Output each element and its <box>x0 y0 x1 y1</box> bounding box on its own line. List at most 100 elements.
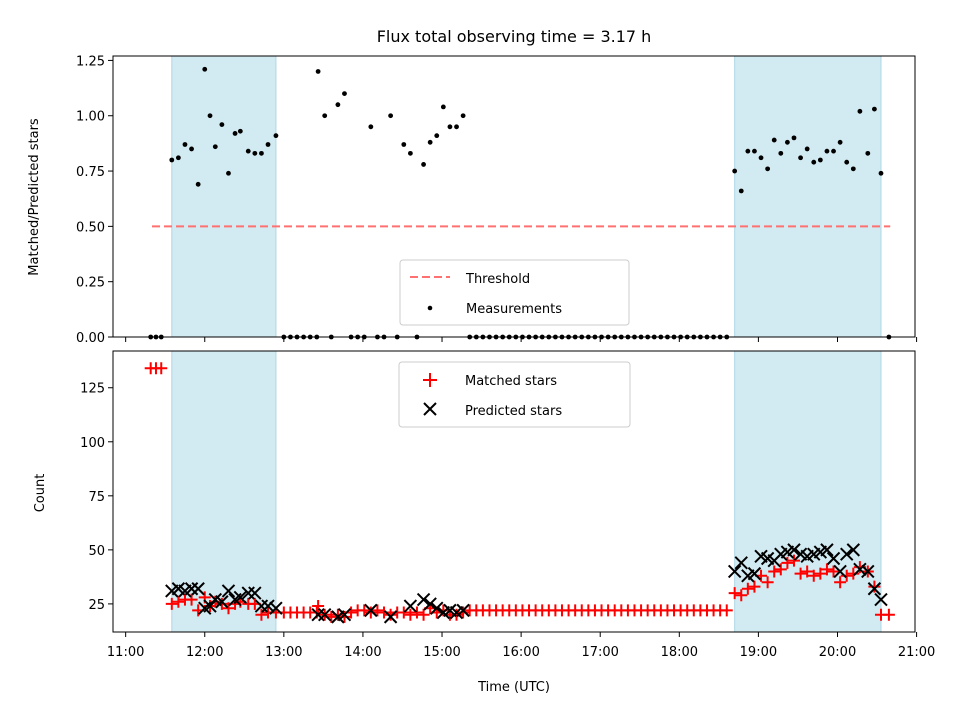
x-tick-label: 20:00 <box>819 645 856 660</box>
legend-label-threshold: Threshold <box>465 272 530 287</box>
x-tick-label: 13:00 <box>265 645 302 660</box>
measurement-point <box>778 150 784 156</box>
y-tick-label: 0.75 <box>76 165 105 180</box>
x-tick-label: 16:00 <box>502 645 539 660</box>
measurement-point <box>226 170 231 176</box>
measurement-point <box>368 124 374 130</box>
predicted-star-point <box>833 564 847 579</box>
measurement-point <box>252 150 258 156</box>
matched-star-point <box>397 606 410 619</box>
y-tick-label: 50 <box>88 544 105 559</box>
measurement-point <box>752 148 757 154</box>
x-tick-label: 15:00 <box>423 645 460 660</box>
x-tick-label: 12:00 <box>186 645 223 660</box>
predicted-star-point <box>853 562 867 577</box>
measurement-point <box>824 148 830 154</box>
measurement-point <box>427 139 433 145</box>
measurement-point <box>407 150 413 156</box>
y-tick-label: 25 <box>88 598 105 613</box>
predicted-star-point <box>383 610 398 624</box>
predicted-star-point <box>269 601 283 615</box>
bottom-y-axis-label: Count <box>33 474 48 513</box>
y-tick-label: 1.25 <box>76 54 105 69</box>
predicted-star-point <box>233 590 248 605</box>
measurement-point <box>865 150 871 156</box>
matched-star-point <box>728 587 741 600</box>
x-tick-label: 19:00 <box>740 645 777 660</box>
measurement-point <box>771 137 777 143</box>
matched-star-point <box>410 606 423 619</box>
predicted-star-point <box>416 592 431 607</box>
measurement-point <box>850 166 856 172</box>
predicted-star-point <box>826 551 841 566</box>
bottom-ticks: 25 50 75 100 125 11:00 12:00 13:00 14:00 15:00 16:… <box>80 382 935 660</box>
measurement-point <box>259 150 264 156</box>
x-axis-label: Time (UTC) <box>477 680 550 695</box>
measurement-point <box>175 155 181 161</box>
measurement-point <box>811 159 817 165</box>
measurement-point <box>232 131 238 136</box>
y-tick-label: 0.50 <box>76 220 105 235</box>
matched-star-point <box>768 565 781 578</box>
measurement-point <box>791 135 797 141</box>
measurement-point <box>421 162 426 167</box>
measurement-point <box>219 122 225 127</box>
measurement-point <box>245 148 251 154</box>
measurement-point <box>871 106 877 112</box>
matched-star-point <box>384 608 397 621</box>
measurement-point <box>817 157 823 163</box>
predicted-star-point <box>840 547 854 561</box>
matched-star-point <box>378 606 391 619</box>
measurement-point <box>447 124 453 130</box>
top-y-axis-label: Matched/Predicted stars <box>27 118 42 276</box>
measurement-point <box>401 142 407 147</box>
y-tick-label: 125 <box>80 382 105 397</box>
measurement-point <box>878 170 884 176</box>
matched-star-point <box>882 608 895 621</box>
measurement-point <box>784 139 790 145</box>
x-tick-label: 21:00 <box>898 645 935 660</box>
matched-star-point <box>820 563 833 576</box>
bottom-legend-box <box>398 361 631 428</box>
measurement-point <box>857 108 863 114</box>
measurement-point <box>765 166 771 172</box>
matched-star-point <box>781 556 794 569</box>
predicted-star-point <box>747 566 762 581</box>
measurement-point <box>202 66 208 72</box>
measurement-point <box>745 148 751 154</box>
bottom-axes-frame <box>112 350 916 633</box>
matched-star-point <box>404 608 417 621</box>
matched-star-point <box>172 595 185 608</box>
matched-star-point <box>827 565 840 578</box>
measurement-point <box>434 133 440 139</box>
matched-star-point <box>720 604 733 617</box>
legend-label-matched: Matched stars <box>465 374 557 389</box>
top-axes-frame <box>112 55 916 338</box>
measurement-point <box>460 113 466 119</box>
measurement-point <box>837 139 843 145</box>
matched-star-point <box>417 608 430 621</box>
predicted-star-point <box>248 586 262 600</box>
predicted-star-point <box>861 564 875 579</box>
predicted-stars-layer <box>165 543 888 624</box>
x-tick-label: 18:00 <box>661 645 698 660</box>
predicted-star-point <box>261 599 275 613</box>
predicted-star-point <box>456 603 470 618</box>
measurement-point <box>844 159 850 165</box>
measurement-point <box>831 148 836 154</box>
x-tick-label: 14:00 <box>344 645 381 660</box>
measurement-point <box>237 128 243 134</box>
matched-star-point <box>338 610 351 623</box>
measurement-point <box>273 133 279 139</box>
top-axes: 0.00 0.25 0.50 0.75 1.00 1.25 <box>76 54 918 346</box>
observing-window-2 <box>734 55 882 338</box>
matched-star-point <box>748 580 761 593</box>
bottom-axes: 25 50 75 100 125 11:00 12:00 13:00 14:00 15:00 16:… <box>80 350 935 660</box>
predicted-star-point <box>364 603 378 618</box>
predicted-star-point <box>337 608 352 622</box>
matched-star-point <box>215 597 228 610</box>
x-tick-label: 11:00 <box>107 645 144 660</box>
measurement-point <box>798 155 803 161</box>
matched-star-point <box>807 569 820 582</box>
measurement-point <box>388 113 394 119</box>
